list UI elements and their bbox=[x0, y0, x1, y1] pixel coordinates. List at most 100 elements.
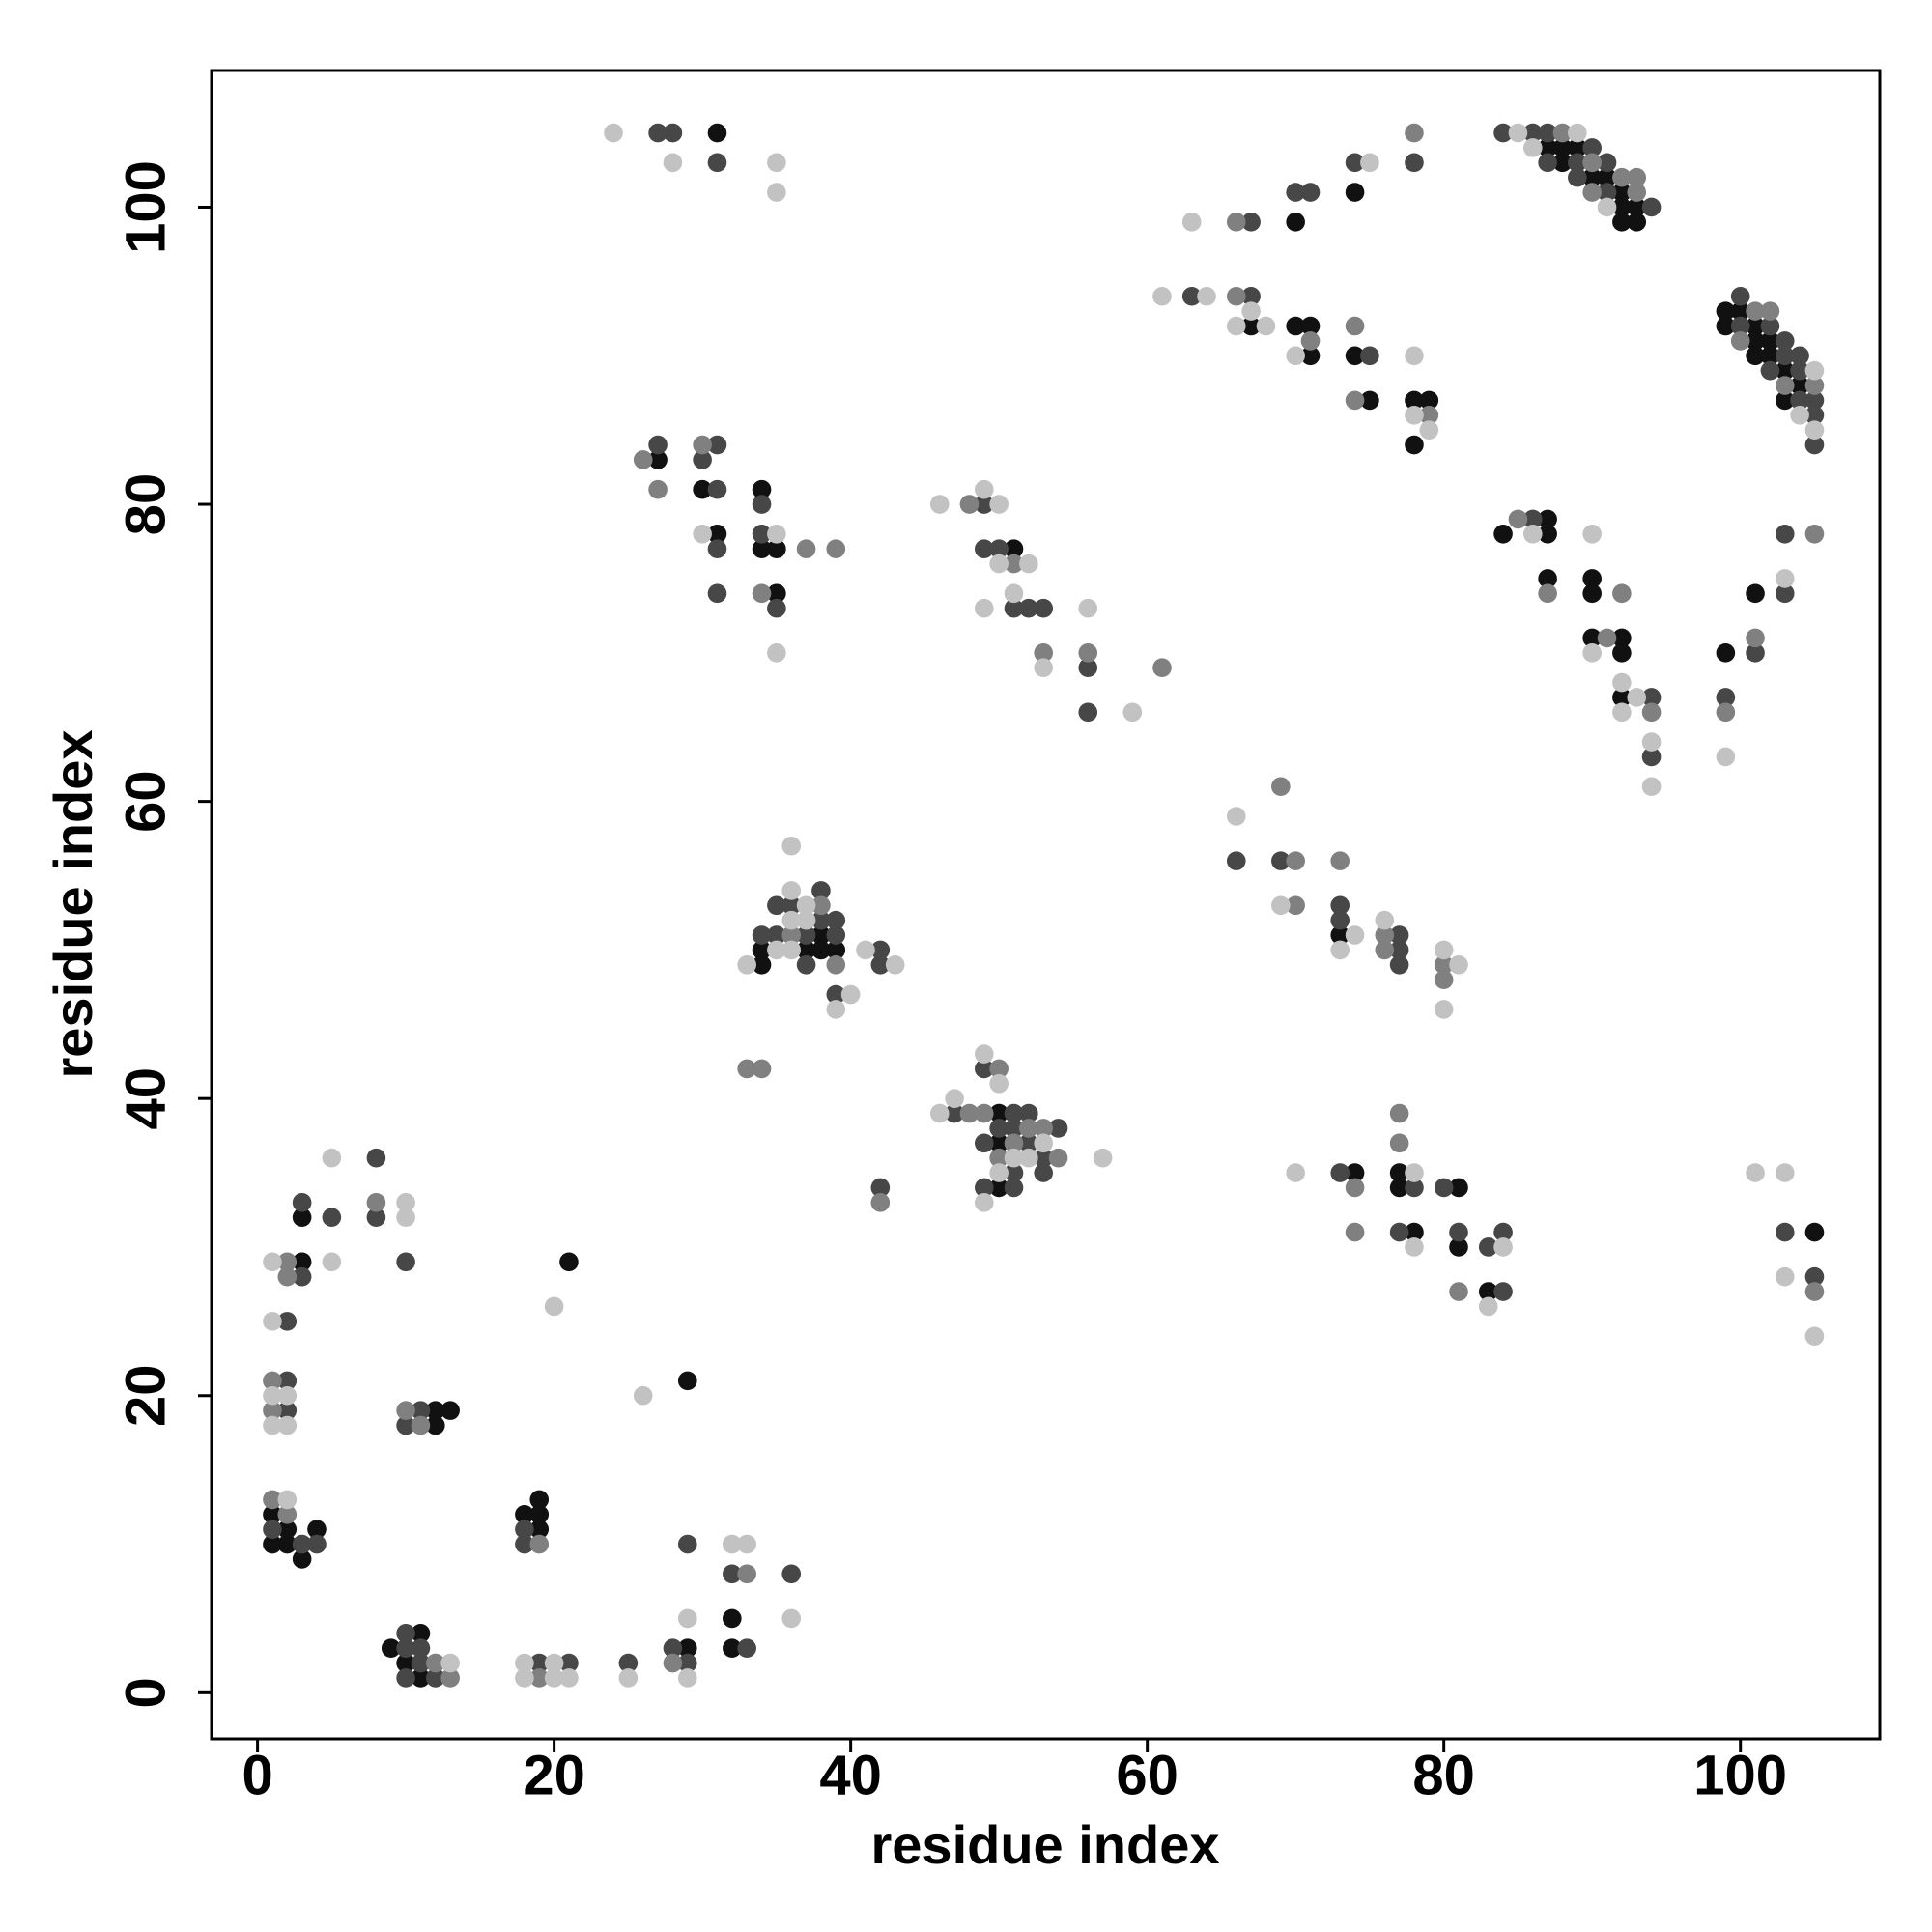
point bbox=[1271, 777, 1291, 797]
point bbox=[974, 1044, 994, 1064]
point bbox=[1405, 1163, 1424, 1182]
point bbox=[1345, 346, 1365, 366]
point bbox=[1330, 1163, 1350, 1182]
point bbox=[752, 1059, 772, 1079]
point bbox=[277, 1385, 298, 1406]
point bbox=[1538, 153, 1557, 173]
point bbox=[277, 1504, 298, 1524]
point bbox=[767, 525, 786, 544]
point bbox=[1538, 583, 1557, 604]
point bbox=[1582, 153, 1602, 173]
point bbox=[1478, 1282, 1498, 1301]
point bbox=[604, 123, 623, 143]
point bbox=[752, 479, 772, 499]
point bbox=[974, 539, 994, 558]
point bbox=[529, 1653, 550, 1673]
point bbox=[1746, 1163, 1765, 1182]
point bbox=[544, 1296, 564, 1317]
point bbox=[929, 495, 950, 514]
point bbox=[826, 940, 846, 960]
point bbox=[1775, 346, 1795, 366]
point bbox=[1522, 509, 1543, 529]
point bbox=[1078, 598, 1098, 618]
point bbox=[1330, 910, 1350, 930]
point bbox=[1612, 197, 1632, 217]
point bbox=[826, 954, 846, 975]
point bbox=[811, 895, 831, 916]
point bbox=[1790, 405, 1809, 425]
point bbox=[1716, 702, 1736, 723]
point bbox=[1508, 123, 1528, 143]
point bbox=[1627, 688, 1647, 707]
point bbox=[1582, 569, 1602, 588]
point bbox=[796, 539, 816, 558]
point bbox=[677, 1534, 697, 1554]
point bbox=[752, 495, 772, 514]
point bbox=[1612, 672, 1632, 693]
point bbox=[1197, 286, 1216, 306]
point bbox=[426, 1668, 445, 1688]
point bbox=[529, 1504, 550, 1524]
point bbox=[277, 1534, 298, 1554]
point bbox=[723, 1638, 742, 1658]
point bbox=[1286, 346, 1305, 366]
point bbox=[767, 153, 786, 173]
point bbox=[959, 495, 980, 514]
point bbox=[1597, 628, 1617, 648]
point bbox=[1271, 895, 1291, 916]
point bbox=[1804, 376, 1825, 395]
point bbox=[1775, 525, 1795, 544]
point bbox=[1419, 390, 1439, 411]
point bbox=[1271, 851, 1291, 870]
point bbox=[974, 1133, 994, 1153]
point bbox=[1389, 1163, 1409, 1182]
point bbox=[322, 1252, 342, 1272]
point bbox=[1375, 940, 1395, 960]
point bbox=[1449, 1222, 1468, 1242]
point bbox=[1004, 1119, 1024, 1138]
point bbox=[811, 925, 831, 945]
point bbox=[515, 1504, 534, 1524]
point bbox=[1286, 213, 1305, 232]
point bbox=[1389, 940, 1409, 960]
point bbox=[1241, 286, 1261, 306]
point bbox=[870, 1193, 891, 1212]
point bbox=[1449, 1237, 1468, 1257]
point bbox=[1582, 525, 1602, 544]
point bbox=[781, 910, 802, 930]
point bbox=[1389, 1178, 1409, 1198]
point bbox=[1760, 301, 1780, 321]
point bbox=[1019, 1148, 1038, 1168]
y-tick-label: 20 bbox=[114, 1365, 177, 1428]
point bbox=[515, 1534, 534, 1554]
point bbox=[826, 984, 846, 1005]
point bbox=[1034, 643, 1053, 663]
point bbox=[1019, 1119, 1038, 1138]
point bbox=[648, 435, 668, 455]
point bbox=[989, 1148, 1009, 1168]
point bbox=[1568, 123, 1587, 143]
point bbox=[1612, 688, 1632, 707]
point bbox=[707, 123, 727, 143]
point bbox=[1241, 213, 1261, 232]
point bbox=[1389, 1103, 1409, 1123]
point bbox=[292, 1266, 312, 1287]
point bbox=[1226, 286, 1246, 306]
point bbox=[1627, 167, 1647, 187]
point bbox=[1478, 1237, 1498, 1257]
point bbox=[277, 1401, 298, 1420]
point bbox=[989, 495, 1009, 514]
point bbox=[1641, 732, 1662, 752]
point bbox=[752, 583, 772, 604]
point bbox=[693, 435, 712, 455]
point bbox=[559, 1668, 579, 1688]
point bbox=[677, 1638, 697, 1658]
point bbox=[989, 1163, 1009, 1182]
point bbox=[781, 940, 802, 960]
point bbox=[648, 450, 668, 469]
point bbox=[529, 1534, 550, 1554]
point bbox=[1345, 925, 1365, 945]
point bbox=[989, 554, 1009, 574]
point bbox=[796, 925, 816, 945]
point bbox=[1746, 331, 1765, 351]
